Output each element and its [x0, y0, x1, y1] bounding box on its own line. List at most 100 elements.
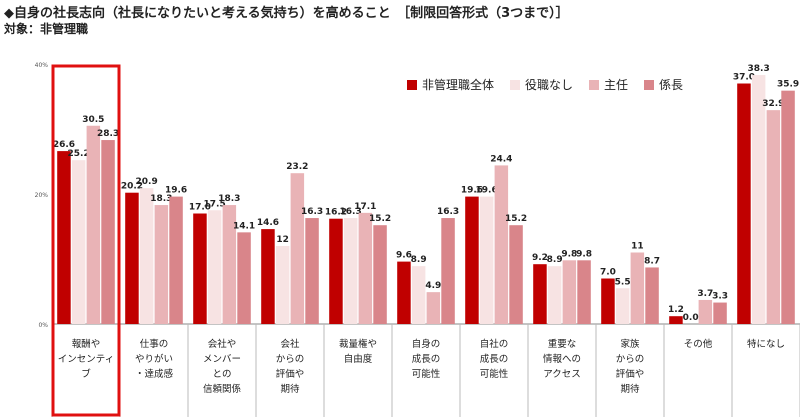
bar	[698, 299, 713, 324]
bar	[71, 160, 86, 324]
legend-item: 非管理職全体	[407, 76, 494, 93]
data-label: 18.3	[218, 194, 240, 204]
data-label: 11	[631, 242, 644, 252]
bar	[343, 218, 358, 324]
bar	[261, 229, 275, 324]
legend-label: 係長	[659, 78, 684, 92]
category-label: 成長の	[480, 353, 509, 365]
category-label: からの	[276, 354, 305, 365]
category-label: との	[213, 369, 232, 380]
bar	[169, 196, 183, 324]
bar	[290, 173, 305, 324]
bar	[358, 212, 373, 324]
data-label: 19.6	[165, 186, 187, 196]
chart-subtitle: 対象：非管理職	[4, 22, 89, 36]
bar	[139, 188, 154, 324]
category-label: その他	[684, 338, 713, 350]
data-label: 35.9	[777, 80, 799, 90]
data-label: 4.9	[425, 281, 441, 291]
bar	[494, 165, 509, 324]
bar	[465, 196, 479, 324]
bar	[125, 192, 139, 324]
data-label: 3.3	[712, 292, 728, 302]
bar	[426, 292, 441, 324]
data-label: 18.3	[150, 194, 172, 204]
bar	[154, 205, 169, 324]
category-label: 信頼関係	[203, 383, 242, 395]
data-label: 0.0	[683, 313, 699, 323]
data-label: 8.7	[644, 256, 660, 266]
legend-label: 主任	[604, 78, 629, 92]
bar	[781, 90, 795, 325]
y-tick-label: 40%	[35, 62, 49, 69]
category-label: 家族	[620, 338, 640, 350]
bar	[207, 210, 222, 324]
category-label: 評価や	[276, 368, 305, 380]
data-label: 20.9	[136, 177, 158, 187]
bar	[479, 196, 494, 324]
bar	[562, 260, 577, 324]
data-label: 24.4	[490, 154, 512, 164]
category-label: アクセス	[543, 369, 581, 380]
category-label: 成長の	[412, 353, 441, 365]
data-label: 17.5	[204, 199, 226, 209]
bar	[57, 151, 71, 324]
data-label: 15.2	[369, 214, 391, 224]
bar	[533, 264, 547, 324]
y-tick-label: 20%	[35, 192, 49, 199]
bar	[547, 266, 562, 324]
bar	[441, 218, 455, 324]
category-label: ・達成感	[135, 368, 174, 380]
data-label: 14.6	[257, 218, 279, 228]
data-label: 1.2	[668, 305, 684, 315]
category-label: インセンティ	[58, 354, 114, 365]
data-label: 7.0	[600, 268, 616, 278]
bar	[275, 246, 290, 324]
category-label: からの	[616, 354, 645, 365]
data-label: 23.2	[286, 162, 308, 172]
data-label: 9.8	[576, 249, 592, 259]
data-label: 8.9	[547, 255, 563, 265]
data-label: 16.3	[340, 207, 362, 217]
bar	[222, 205, 237, 324]
y-tick-label: 0%	[38, 322, 48, 329]
data-label: 28.3	[97, 129, 119, 139]
data-label: 17.1	[354, 202, 376, 212]
chart-title: ◆自身の社長志向（社長になりたいと考える気持ち）を高めること ［制限回答形式（3…	[4, 6, 569, 21]
bar	[766, 110, 781, 325]
data-label: 9.8	[561, 249, 577, 259]
legend: 非管理職全体 役職なし 主任 係長	[407, 76, 683, 93]
category-label: 自社の	[480, 338, 509, 350]
category-label: 可能性	[480, 368, 509, 380]
legend-item: 役職なし	[510, 76, 573, 93]
highlight-box	[51, 64, 121, 417]
category-label: 報酬や	[72, 339, 101, 350]
category-label: ブ	[81, 368, 91, 380]
category-label: 仕事の	[140, 338, 169, 350]
bar	[601, 278, 615, 324]
bar	[86, 125, 101, 324]
category-label: 裁量権や	[339, 338, 377, 350]
data-label: 16.2	[325, 208, 347, 218]
data-label: 19.6	[476, 186, 498, 196]
data-label: 5.5	[615, 277, 631, 287]
data-label: 20.2	[121, 182, 143, 192]
legend-swatch	[589, 79, 600, 90]
category-label: 期待	[620, 383, 640, 395]
bar	[713, 302, 727, 324]
legend-swatch	[510, 79, 521, 90]
category-label: やりがい	[135, 353, 173, 365]
data-label: 16.3	[301, 207, 323, 217]
data-label: 8.9	[411, 255, 427, 265]
bar	[577, 260, 591, 324]
data-label: 3.7	[697, 289, 713, 299]
category-label: 重要な	[548, 338, 577, 350]
category-label: 期待	[280, 383, 300, 395]
category-label: 評価や	[616, 368, 645, 380]
data-label: 38.3	[748, 64, 770, 74]
bar	[305, 218, 319, 324]
data-label: 15.2	[505, 214, 527, 224]
bar	[630, 252, 645, 324]
bar	[237, 232, 251, 324]
category-label: 可能性	[412, 368, 441, 380]
